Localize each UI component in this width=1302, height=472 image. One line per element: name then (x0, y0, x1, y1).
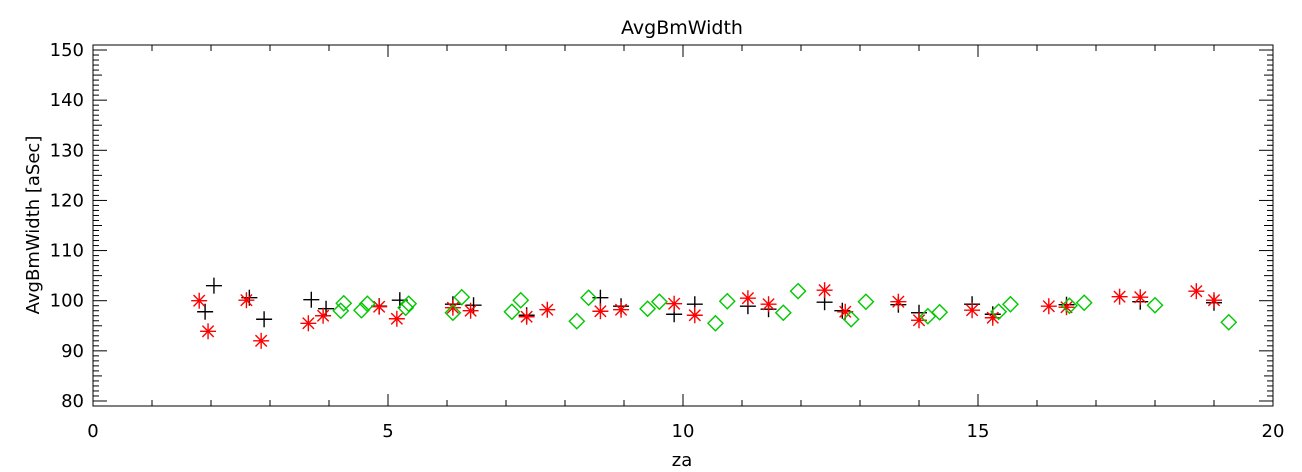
diamond-marker (774, 304, 792, 322)
asterisk-marker (739, 290, 756, 307)
asterisk-marker (1040, 298, 1057, 315)
diamond-marker (580, 289, 598, 307)
diamond-marker (789, 282, 807, 300)
diamond-marker (503, 303, 521, 321)
diamond-marker (400, 295, 418, 313)
asterisk-marker (1206, 292, 1222, 309)
diamond-marker (842, 310, 860, 328)
x-tick-labels: 0 5 10 15 20 (87, 421, 1284, 442)
diamond-marker (931, 303, 949, 321)
plus-marker (318, 300, 335, 317)
diamond-marker (857, 293, 875, 311)
diamond-marker (1001, 295, 1019, 313)
diamond-marker (706, 314, 724, 332)
asterisk-marker (191, 292, 208, 309)
diamond-marker (1075, 294, 1093, 312)
asterisk-marker (388, 310, 405, 327)
asterisk-marker (964, 302, 981, 319)
chart-title: AvgBmWidth (621, 17, 743, 39)
y-tick-label: 150 (50, 40, 84, 61)
x-tick-label: 5 (382, 421, 393, 442)
plot-frame (92, 44, 1274, 407)
y-axis-label: AvgBmWidth [aSec] (23, 136, 44, 315)
diamond-marker (1060, 297, 1078, 315)
plus-marker (303, 291, 320, 308)
asterisk-marker (1058, 299, 1075, 316)
y-tick-label: 120 (50, 190, 84, 211)
y-tick-labels: 80 90 100 110 120 130 140 150 (50, 40, 84, 412)
x-tick-label: 15 (967, 421, 990, 442)
asterisk-marker (984, 309, 1001, 326)
asterisk-marker (1188, 283, 1205, 300)
diamond-marker (990, 303, 1008, 321)
plus-marker (834, 302, 851, 319)
y-tick-label: 100 (50, 291, 84, 312)
data-points (191, 277, 1238, 349)
axis-ticks (92, 44, 1274, 407)
x-tick-label: 20 (1262, 421, 1285, 442)
diamond-marker (650, 293, 668, 311)
diamond-marker (397, 299, 415, 317)
asterisk-marker (518, 308, 535, 325)
asterisk-marker (686, 307, 703, 324)
asterisk-marker (539, 301, 556, 318)
plus-marker (197, 303, 214, 320)
y-tick-label: 80 (61, 391, 84, 412)
diamond-marker (512, 291, 530, 309)
y-tick-label: 130 (50, 140, 84, 161)
diamond-marker (335, 294, 353, 312)
y-tick-label: 110 (50, 241, 84, 262)
asterisk-marker (200, 323, 217, 340)
plus-marker (256, 311, 273, 328)
asterisk-marker (300, 315, 317, 332)
diamond-marker (568, 312, 586, 330)
asterisk-marker (666, 295, 683, 312)
plus-marker (205, 277, 222, 294)
y-tick-label: 140 (50, 90, 84, 111)
plus-marker (592, 289, 609, 306)
x-tick-label: 0 (87, 421, 98, 442)
diamond-marker (1220, 313, 1238, 331)
diamond-marker (639, 300, 657, 318)
asterisk-marker (1132, 289, 1149, 306)
diamond-marker (718, 292, 736, 310)
x-tick-label: 10 (672, 421, 695, 442)
asterisk-marker (444, 299, 461, 316)
diamond-marker (444, 304, 462, 322)
y-tick-label: 90 (61, 341, 84, 362)
diamond-marker (352, 301, 370, 319)
asterisk-marker (253, 332, 270, 349)
x-axis-label: za (672, 450, 692, 471)
asterisk-marker (592, 303, 609, 320)
asterisk-marker (238, 292, 255, 309)
diamond-marker (358, 295, 376, 313)
asterisk-marker (613, 301, 630, 318)
asterisk-marker (1111, 288, 1128, 305)
asterisk-marker (315, 307, 332, 324)
asterisk-marker (890, 293, 907, 310)
diamond-marker (332, 302, 350, 320)
asterisk-marker (816, 282, 833, 299)
asterisk-marker (760, 296, 777, 313)
diamond-marker (1146, 296, 1164, 314)
diamond-marker (453, 288, 471, 306)
asterisk-marker (371, 298, 388, 315)
asterisk-marker (462, 302, 479, 319)
